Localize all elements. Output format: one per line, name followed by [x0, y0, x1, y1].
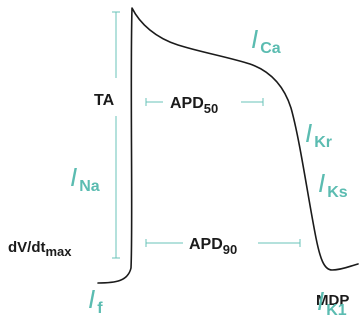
- dvdt-max-label: dV/dtmax: [8, 239, 72, 259]
- action-potential-curve: [97, 7, 359, 284]
- i-na-sub: Na: [79, 178, 100, 195]
- dvdt-sub: max: [46, 244, 73, 259]
- i-kr-main: I: [305, 118, 312, 148]
- apd90-label: APD90: [189, 236, 237, 257]
- i-ca-sub: Ca: [260, 40, 281, 57]
- i-ks-sub: Ks: [327, 184, 348, 201]
- apd90-bracket: [145, 239, 301, 247]
- i-f-sub: f: [97, 300, 103, 317]
- apd90-sub: 90: [223, 242, 237, 257]
- mdp-label: MDP: [316, 292, 349, 309]
- ta-bracket: [112, 11, 120, 259]
- apd50-main: APD: [170, 95, 204, 112]
- apd90-main: APD: [189, 236, 223, 253]
- i-k1-label: I K1: [317, 286, 347, 319]
- i-kr-sub: Kr: [314, 134, 332, 151]
- dvdt-main: dV/dt: [8, 239, 46, 256]
- ta-label: TA: [94, 92, 115, 109]
- i-na-label: I Na: [70, 162, 100, 195]
- apd50-bracket: [145, 98, 264, 106]
- i-k1-sub: K1: [326, 302, 347, 319]
- i-ca-label: I Ca: [251, 24, 281, 57]
- i-na-main: I: [70, 162, 77, 192]
- i-ks-label: I Ks: [318, 168, 348, 201]
- i-ca-main: I: [251, 24, 258, 54]
- i-k1-main: I: [317, 286, 324, 316]
- apd50-sub: 50: [204, 101, 218, 116]
- i-f-main: I: [88, 284, 95, 314]
- apd50-label: APD50: [170, 95, 218, 116]
- i-ks-main: I: [318, 168, 325, 198]
- i-kr-label: I Kr: [305, 118, 332, 151]
